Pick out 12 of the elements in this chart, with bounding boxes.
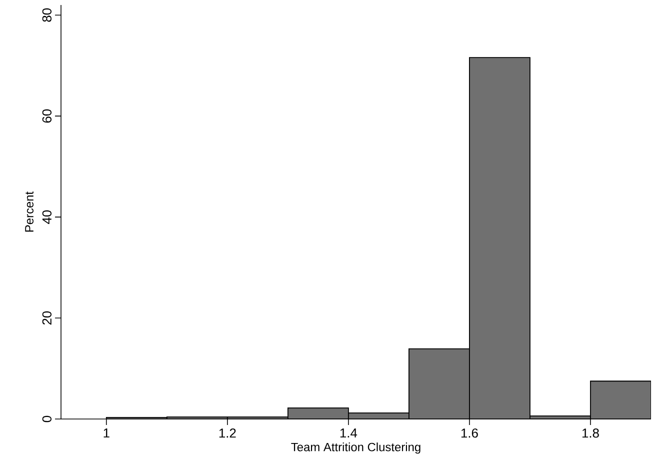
y-tick-label: 80: [42, 8, 52, 22]
y-tick-label: 20: [42, 311, 52, 325]
y-tick-label: 0: [42, 416, 52, 422]
x-tick-label: 1.2: [219, 428, 236, 438]
y-tick-label: 40: [42, 210, 52, 224]
y-tick-label: 60: [42, 109, 52, 123]
x-tick-label: 1.6: [461, 428, 478, 438]
x-tick-label: 1.4: [340, 428, 358, 438]
x-axis-title: Team Attrition Clustering: [291, 442, 420, 454]
y-axis-title: Percent: [25, 191, 34, 232]
x-tick-label: 1: [104, 428, 110, 438]
x-tick-label: 1.8: [582, 428, 599, 438]
